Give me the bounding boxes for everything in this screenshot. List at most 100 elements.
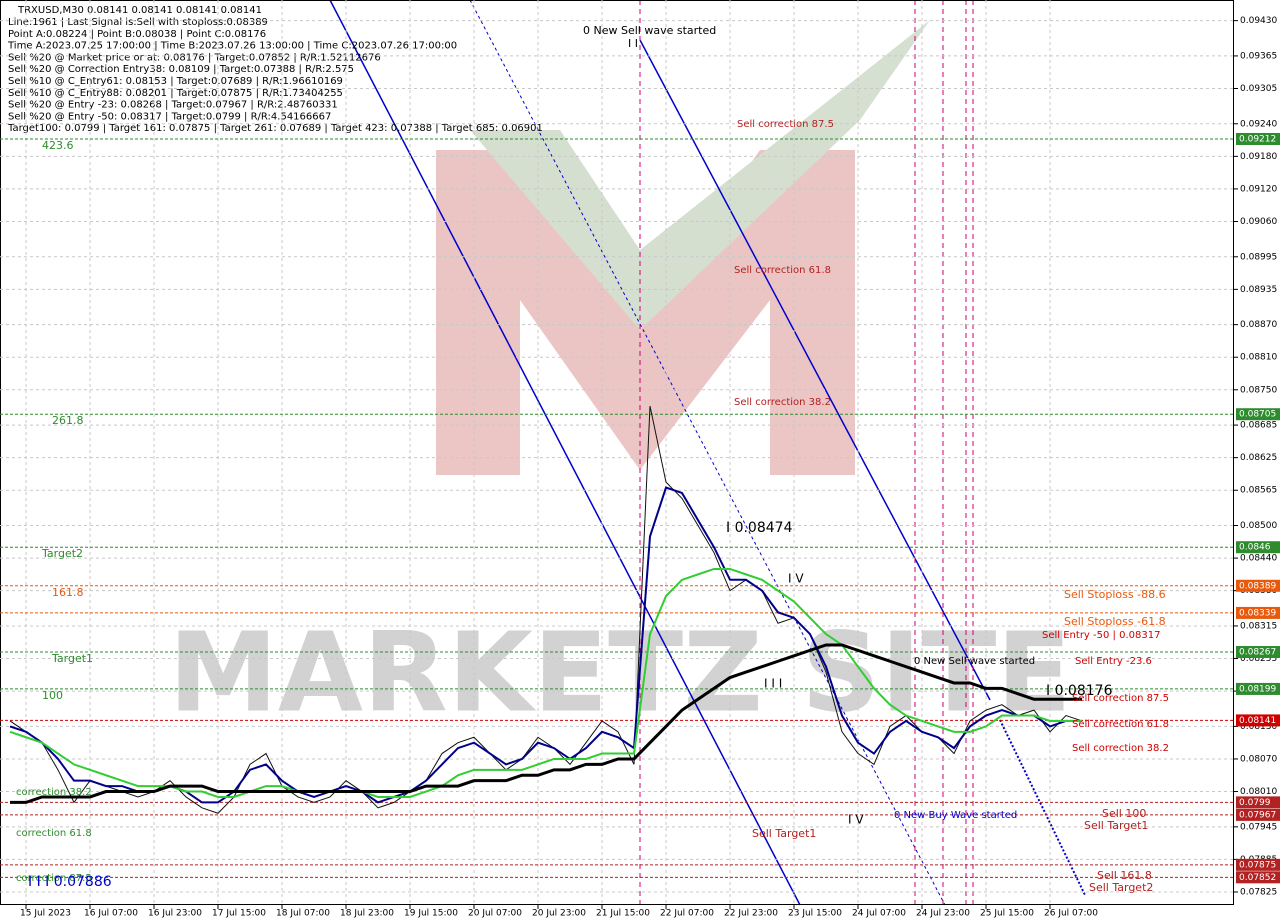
annotation: correction 61.8 xyxy=(16,828,92,839)
level-box xyxy=(1236,579,1280,592)
annotation: I 0.08474 xyxy=(726,520,793,536)
level-box xyxy=(1236,408,1280,421)
info-line: Point A:0.08224 | Point B:0.08038 | Poin… xyxy=(8,29,266,40)
series-line xyxy=(9,405,1083,814)
x-tick-label: 16 Jul 23:00 xyxy=(148,909,202,919)
y-tick-label: 0.09365 xyxy=(1240,51,1277,61)
annotation: Sell correction 87.5 xyxy=(1072,693,1169,704)
x-tick-label: 18 Jul 23:00 xyxy=(340,909,394,919)
annotation: I I I 0.07886 xyxy=(28,874,112,890)
y-tick-label: 0.08995 xyxy=(1240,252,1277,262)
annotation: I 0.08176 xyxy=(1046,683,1113,699)
info-line: Line:1961 | Last Signal is:Sell with sto… xyxy=(8,17,268,28)
level-box xyxy=(1236,871,1280,884)
y-tick-label: 0.09180 xyxy=(1240,152,1277,162)
annotation: Sell Target2 xyxy=(1089,881,1153,894)
level-value: 0.08267 xyxy=(1239,648,1276,658)
y-tick-label: 0.09120 xyxy=(1240,184,1277,194)
x-tick-label: 22 Jul 23:00 xyxy=(724,909,778,919)
level-box xyxy=(1236,541,1280,554)
level-label: 100 xyxy=(42,689,63,702)
annotation: Sell correction 38.2 xyxy=(1072,743,1169,754)
level-label: 161.8 xyxy=(52,586,84,599)
y-tick-label: 0.09305 xyxy=(1240,84,1277,94)
annotation: 0 New Sell wave started xyxy=(914,656,1035,667)
level-box xyxy=(1236,132,1280,145)
level-box xyxy=(1236,682,1280,695)
annotation: Sell Target1 xyxy=(752,827,816,840)
y-tick-label: 0.08685 xyxy=(1240,421,1277,431)
x-tick-label: 24 Jul 23:00 xyxy=(916,909,970,919)
level-value: 0.08339 xyxy=(1239,608,1276,618)
level-box xyxy=(1236,858,1280,871)
level-box xyxy=(1236,796,1280,809)
level-box xyxy=(1236,646,1280,659)
level-label: 423.6 xyxy=(42,139,74,152)
annotation: Sell correction 61.8 xyxy=(1072,719,1169,730)
annotation: I V xyxy=(848,813,864,827)
plot-border xyxy=(0,0,1234,905)
annotation: correction 38.2 xyxy=(16,787,92,798)
x-tick-label: 23 Jul 15:00 xyxy=(788,909,842,919)
y-tick-label: 0.08010 xyxy=(1240,787,1277,797)
x-tick-label: 22 Jul 07:00 xyxy=(660,909,714,919)
annotation: I V xyxy=(788,572,804,586)
time-markers xyxy=(639,0,974,905)
y-tick-label: 0.08870 xyxy=(1240,320,1277,330)
info-line: Sell %20 @ Correction Entry38: 0.08109 |… xyxy=(8,64,354,75)
x-tick-label: 26 Jul 07:00 xyxy=(1044,909,1098,919)
y-tick-label: 0.08810 xyxy=(1240,353,1277,363)
level-value: 0.0799 xyxy=(1239,798,1271,808)
level-box xyxy=(1236,606,1280,619)
y-tick-label: 0.09430 xyxy=(1240,16,1277,26)
annotation: Sell correction 38.2 xyxy=(734,397,831,408)
annotation: Sell 100 xyxy=(1102,807,1146,820)
x-tick-label: 20 Jul 23:00 xyxy=(532,909,586,919)
y-tick-label: 0.08255 xyxy=(1240,654,1277,664)
x-tick-label: 15 Jul 2023 xyxy=(20,909,71,919)
level-value: 0.08705 xyxy=(1239,410,1276,420)
y-tick-label: 0.08935 xyxy=(1240,285,1277,295)
x-tick-label: 18 Jul 07:00 xyxy=(276,909,330,919)
y-tick-label: 0.07825 xyxy=(1240,887,1277,897)
level-box xyxy=(1236,808,1280,821)
level-value: 0.08389 xyxy=(1239,581,1276,591)
info-line: Target100: 0.0799 | Target 161: 0.07875 … xyxy=(7,123,543,134)
watermark: MARKETZ SITE xyxy=(168,608,1071,736)
info-line: Sell %20 @ Market price or at: 0.08176 |… xyxy=(8,52,381,63)
y-tick-label: 0.08070 xyxy=(1240,754,1277,764)
level-label: Target1 xyxy=(51,652,93,665)
level-value: 0.07852 xyxy=(1239,873,1276,883)
level-label: Target2 xyxy=(41,547,83,560)
x-tick-label: 20 Jul 07:00 xyxy=(468,909,522,919)
y-tick-label: 0.08440 xyxy=(1240,554,1277,564)
annotation: Sell Entry -50 | 0.08317 xyxy=(1042,630,1160,641)
annotation: 0 New Buy Wave started xyxy=(894,810,1017,821)
info-line: Sell %20 @ Entry -23: 0.08268 | Target:0… xyxy=(8,100,338,111)
y-tick-label: 0.08315 xyxy=(1240,621,1277,631)
info-line: Sell %10 @ C_Entry61: 0.08153 | Target:0… xyxy=(8,76,343,87)
annotation: 0 New Sell wave started xyxy=(583,24,716,37)
annotation: Sell Entry -23.6 xyxy=(1075,656,1152,667)
y-tick-label: 0.08750 xyxy=(1240,385,1277,395)
annotation: Sell 161.8 xyxy=(1097,869,1152,882)
info-line: Sell %20 @ Entry -50: 0.08317 | Target:0… xyxy=(8,111,331,122)
series-line xyxy=(9,486,1082,804)
x-tick-label: 16 Jul 07:00 xyxy=(84,909,138,919)
level-value: 0.07875 xyxy=(1239,860,1276,870)
series-line xyxy=(10,643,1082,804)
annotation: I I I xyxy=(764,677,782,691)
x-tick-label: 21 Jul 15:00 xyxy=(596,909,650,919)
annotation: Sell Target1 xyxy=(1084,819,1148,832)
y-tick-label: 0.08130 xyxy=(1240,722,1277,732)
level-value: 0.08199 xyxy=(1239,684,1276,694)
y-tick-label: 0.08565 xyxy=(1240,486,1277,496)
annotation: I I xyxy=(628,37,638,50)
info-line: Time A:2023.07.25 17:00:00 | Time B:2023… xyxy=(7,41,457,52)
level-label: 261.8 xyxy=(52,414,84,427)
level-value: 0.09212 xyxy=(1239,134,1276,144)
annotation: Sell Stoploss -88.6 xyxy=(1064,588,1166,601)
annotation: Sell correction 61.8 xyxy=(734,265,831,276)
level-box xyxy=(1236,714,1280,727)
